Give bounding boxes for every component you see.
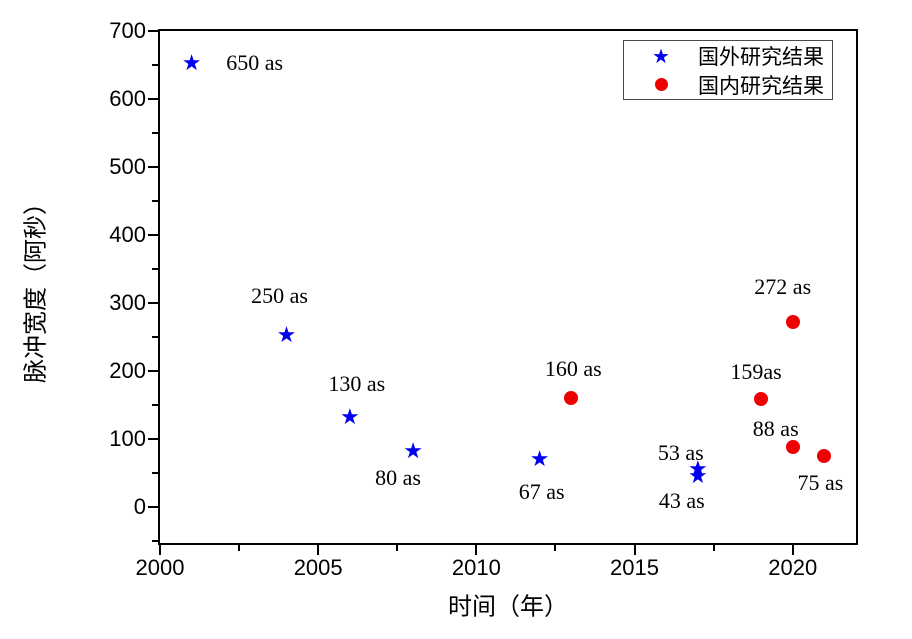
legend-item-label: 国内研究结果: [698, 73, 824, 98]
data-point-label: 160 as: [544, 356, 602, 382]
x-tick-major: [791, 545, 794, 555]
x-axis-title: 时间（年）: [448, 594, 568, 621]
legend-item: ★ 国外研究结果: [624, 41, 832, 70]
y-tick-major: [148, 30, 158, 32]
legend-item-label: 国外研究结果: [698, 44, 824, 69]
data-point-label: 67 as: [518, 479, 565, 505]
data-point-label: 88 as: [752, 416, 799, 442]
y-tick-label: 600: [109, 85, 146, 111]
data-point-label: 75 as: [797, 469, 844, 495]
y-tick-label: 100: [109, 425, 146, 451]
data-point-circle: [785, 440, 800, 455]
legend: ★ 国外研究结果 国内研究结果: [623, 40, 833, 100]
data-point-label: 272 as: [754, 274, 812, 300]
y-tick-label: 200: [109, 357, 146, 383]
x-tick-major: [633, 545, 636, 555]
x-tick-major: [475, 545, 478, 555]
x-tick-major: [159, 545, 161, 555]
y-tick-minor: [152, 335, 158, 338]
data-point-star: ★: [339, 404, 360, 430]
x-tick-minor: [396, 545, 399, 551]
y-tick-label: 0: [133, 493, 146, 519]
y-tick-label: 300: [109, 289, 146, 315]
data-point-star: ★: [687, 463, 708, 489]
data-point-circle: [754, 391, 769, 406]
y-tick-major: [148, 505, 158, 508]
data-point-label: 250 as: [251, 282, 308, 308]
x-tick-major: [317, 545, 320, 555]
y-tick-minor: [152, 471, 158, 474]
data-point-star: ★: [529, 447, 550, 473]
data-point-label: 43 as: [658, 487, 705, 513]
legend-marker-cell: [624, 78, 698, 91]
y-tick-minor: [152, 131, 158, 134]
y-tick-minor: [152, 199, 158, 202]
y-tick-minor: [152, 539, 158, 542]
legend-marker-cell: ★: [624, 46, 698, 66]
data-point-label: 159as: [730, 358, 782, 384]
data-point-label: 130 as: [328, 370, 386, 396]
y-axis-title: 脉冲宽度（阿秒）: [23, 191, 50, 383]
x-tick-label: 2010: [451, 555, 501, 580]
data-point-label: 80 as: [375, 464, 421, 490]
y-tick-major: [148, 97, 158, 100]
star-icon: ★: [652, 43, 670, 68]
y-tick-minor: [152, 403, 158, 406]
y-tick-label: 500: [109, 153, 146, 179]
y-tick-label: 400: [109, 221, 146, 247]
circle-icon: [654, 78, 668, 91]
data-point-star: ★: [181, 50, 202, 76]
data-point-circle: [817, 448, 832, 463]
data-point-circle: [785, 315, 800, 330]
plot-area: 2000 2005 2010 2015 2020 0 100 200 300 400 500 600 7…: [109, 18, 858, 580]
x-tick-label: 2015: [610, 555, 660, 580]
x-tick-minor: [554, 545, 557, 551]
x-tick-label: 2020: [768, 555, 818, 580]
y-tick-major: [148, 437, 158, 440]
data-point-label: 53 as: [657, 439, 704, 465]
y-tick-major: [148, 369, 158, 372]
data-point-label: 650 as: [226, 49, 284, 75]
y-tick-major: [148, 233, 158, 236]
x-tick-minor: [712, 545, 715, 551]
y-tick-major: [148, 301, 158, 304]
y-tick-minor: [152, 267, 158, 270]
data-point-circle: [564, 391, 579, 406]
x-tick-minor: [238, 545, 241, 551]
y-tick-major: [148, 165, 158, 168]
y-tick-label: 700: [109, 18, 146, 43]
data-point-star: ★: [276, 322, 297, 348]
x-tick-label: 2005: [293, 555, 343, 580]
data-point-star: ★: [403, 438, 423, 464]
x-tick-label: 2000: [135, 555, 185, 580]
data-point-star: ★: [687, 456, 708, 482]
legend-item: 国内研究结果: [624, 70, 832, 99]
y-tick-minor: [152, 63, 158, 66]
